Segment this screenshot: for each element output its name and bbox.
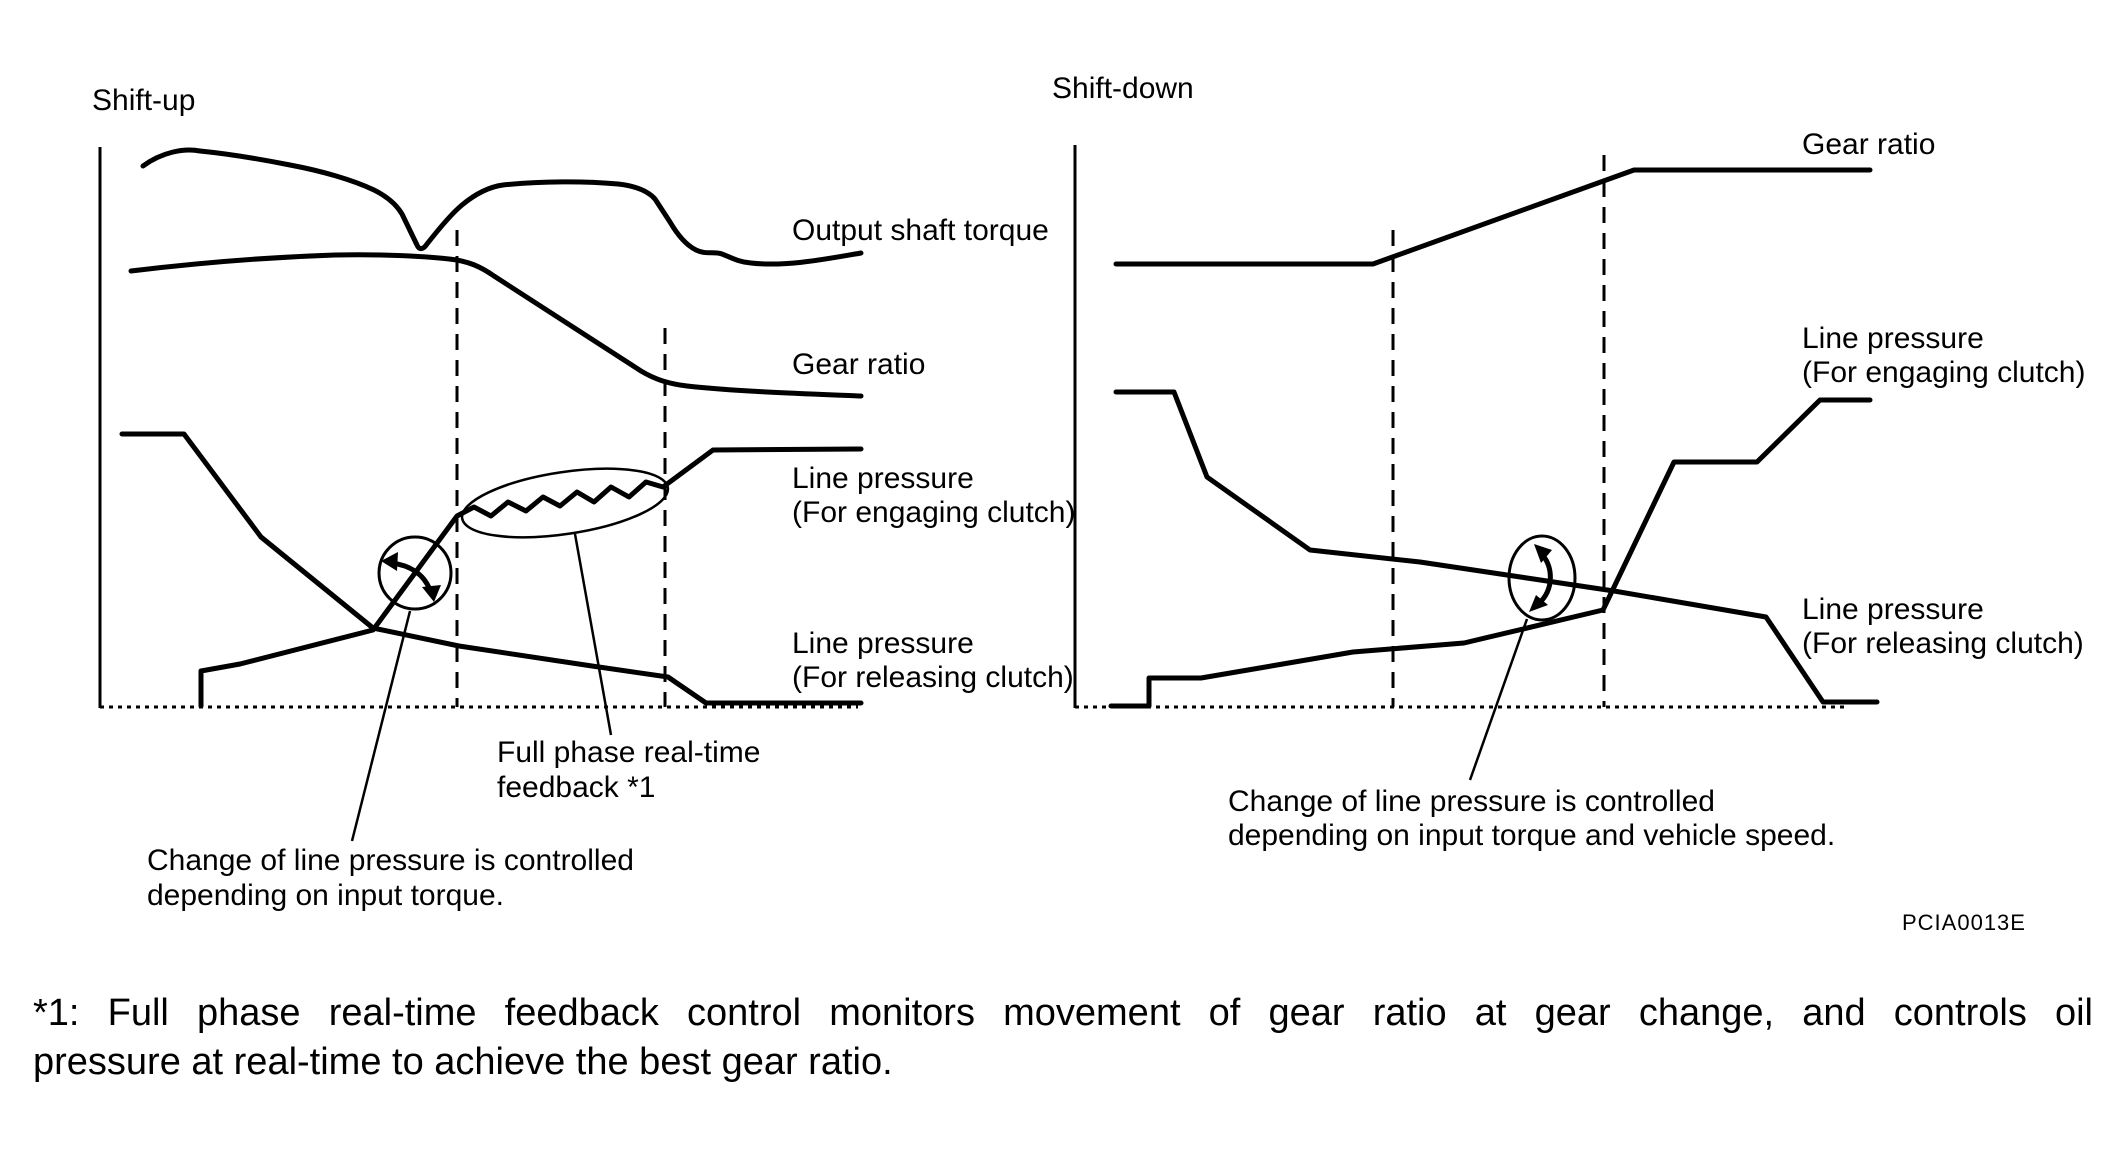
pressure-note-left-line1: Change of line pressure is controlled xyxy=(147,844,634,877)
feedback-annotation-line2: feedback *1 xyxy=(497,771,656,804)
pressure-control-circle-right xyxy=(1507,534,1577,622)
pressure-note-left: Change of line pressure is controlled de… xyxy=(147,843,634,913)
rotation-arrow-right-head-b xyxy=(1529,595,1548,612)
shift-down-chart xyxy=(1073,145,1880,781)
engaging-clutch-label-left: Line pressure (For engaging clutch) xyxy=(792,462,1075,530)
releasing-clutch-label-right: Line pressure (For releasing clutch) xyxy=(1802,593,2084,661)
pressure-note-left-line2: depending on input torque. xyxy=(147,879,504,912)
feedback-leader xyxy=(573,533,613,736)
rotation-arrow-left-head-a xyxy=(381,552,398,571)
rotation-arrow-right-head-a xyxy=(1534,544,1552,563)
engaging-clutch-pressure-curve-right xyxy=(1108,397,1873,709)
pressure-note-right-line1: Change of line pressure is controlled xyxy=(1228,785,1715,818)
releasing-clutch-label-left: Line pressure (For releasing clutch) xyxy=(792,627,1074,695)
engaging-clutch-label-right-line1: Line pressure xyxy=(1802,322,1984,355)
output-shaft-torque-curve xyxy=(140,147,864,267)
releasing-clutch-pressure-curve-left xyxy=(119,431,864,706)
releasing-clutch-label-right-line2: (For releasing clutch) xyxy=(1802,627,2084,660)
footnote-line1: *1: Full phase real-time feedback contro… xyxy=(33,992,2093,1034)
shift-up-chart xyxy=(98,147,864,842)
releasing-clutch-label-right-line1: Line pressure xyxy=(1802,593,1984,626)
gear-ratio-curve-left xyxy=(128,252,864,399)
feedback-annotation-line1: Full phase real-time xyxy=(497,736,761,769)
footnote-line2: pressure at real-time to achieve the bes… xyxy=(33,1041,893,1083)
figure-code: PCIA0013E xyxy=(1902,910,2026,935)
shift-down-title: Shift-down xyxy=(1052,72,1194,105)
footnote: *1: Full phase real-time feedback contro… xyxy=(33,989,2093,1087)
releasing-clutch-pressure-curve-right xyxy=(1113,389,1880,705)
engaging-clutch-label-right-line2: (For engaging clutch) xyxy=(1802,356,2086,389)
pressure-note-right: Change of line pressure is controlled de… xyxy=(1228,785,1835,853)
gear-ratio-label-right: Gear ratio xyxy=(1802,128,1936,161)
engaging-clutch-label-left-line2: (For engaging clutch) xyxy=(792,496,1076,529)
shift-up-title: Shift-up xyxy=(92,84,196,117)
output-shaft-torque-label: Output shaft torque xyxy=(792,214,1049,247)
feedback-annotation: Full phase real-time feedback *1 xyxy=(497,735,760,805)
note-leader-left xyxy=(350,610,412,842)
note-leader-right xyxy=(1468,618,1529,781)
engaging-clutch-label-left-line1: Line pressure xyxy=(792,462,974,495)
rotation-arrow-left-head-b xyxy=(422,585,441,602)
gear-ratio-curve-right xyxy=(1113,167,1873,267)
pressure-control-circle-left xyxy=(377,535,453,611)
engaging-clutch-label-right: Line pressure (For engaging clutch) xyxy=(1802,322,2085,390)
gear-ratio-label-left: Gear ratio xyxy=(792,348,926,381)
pressure-note-right-line2: depending on input torque and vehicle sp… xyxy=(1228,819,1836,852)
releasing-clutch-label-left-line2: (For releasing clutch) xyxy=(792,661,1074,694)
releasing-clutch-label-left-line1: Line pressure xyxy=(792,627,974,660)
feedback-zone-ellipse xyxy=(460,467,670,539)
engaging-clutch-pressure-curve-left xyxy=(198,446,864,709)
